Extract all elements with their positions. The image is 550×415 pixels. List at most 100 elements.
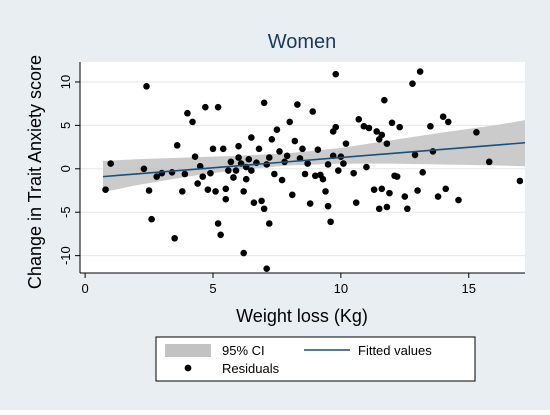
data-point [158,169,166,177]
data-point [388,119,396,127]
data-point [214,103,222,111]
data-point [181,170,189,178]
data-point [235,154,242,161]
data-point [242,175,250,183]
data-point [378,185,386,193]
data-point [222,195,230,203]
data-point [429,148,437,155]
data-point [230,174,237,181]
data-point [268,135,276,143]
data-point [324,202,332,210]
x-tick-label: 5 [209,281,216,296]
data-point [258,197,265,205]
data-point [401,193,409,200]
data-point [363,163,370,171]
data-point [283,152,291,160]
data-point [107,160,114,167]
data-point [444,118,452,126]
data-point [148,215,155,223]
data-point [434,193,442,200]
legend: 95% CI Fitted values Residuals [155,336,476,382]
data-point [516,177,524,185]
data-point [288,191,296,199]
ci-band [103,120,525,193]
data-point [411,151,419,159]
data-point [439,113,447,121]
data-point [370,186,378,193]
data-point [260,99,268,107]
y-tick-label: 10 [58,75,73,89]
y-tick-label: 5 [58,122,73,129]
y-axis-label: Change in Trait Anxiety score [25,55,45,289]
data-point [332,70,340,78]
data-point [204,186,212,193]
data-point [265,220,273,227]
data-point [271,170,278,178]
data-point [168,168,176,176]
data-point [304,160,311,167]
x-tick-label: 10 [334,281,348,296]
data-point [427,122,434,130]
legend-dot [184,364,192,372]
data-point [263,265,270,272]
data-point [227,158,235,166]
data-point [485,158,493,166]
data-point [365,124,373,132]
data-point [311,172,319,180]
data-point [191,153,199,160]
x-tick-label: 0 [81,281,88,296]
data-point [373,128,380,135]
data-point [442,185,450,193]
data-point [416,68,424,75]
data-point [381,96,388,104]
axes: 0 5 10 15 -10 -5 0 5 10 [58,62,525,296]
data-point [332,123,340,131]
data-point [378,131,386,139]
data-point [324,161,332,168]
data-point [473,129,480,136]
data-point [273,126,281,134]
data-point [189,118,196,126]
data-point [240,249,247,257]
data-point [217,231,224,239]
data-point [209,145,217,153]
x-axis-label: Weight loss (Kg) [236,306,368,326]
data-point [386,189,393,197]
data-point [276,148,283,155]
data-point [294,101,301,108]
legend-label-ci: 95% CI [222,343,265,358]
data-point [219,145,227,153]
data-point [153,173,161,180]
data-point [350,169,357,177]
data-point [202,103,209,111]
data-point [240,188,247,195]
data-point [225,167,232,174]
y-tick-label: 0 [58,165,73,172]
data-point [404,205,411,213]
data-point [199,173,207,180]
chart-title: Women [268,31,337,53]
ci-band-layer [103,120,525,193]
data-point [327,218,334,226]
data-point [184,109,191,117]
data-point [248,167,255,174]
data-point [340,160,347,167]
data-point [250,199,258,206]
data-point [194,180,201,187]
data-point [322,188,329,195]
data-point [314,146,322,153]
data-point [214,220,222,227]
data-point [196,162,204,170]
data-point [143,83,150,90]
data-point [396,123,403,131]
data-point [278,176,286,184]
data-point [173,142,181,149]
data-point [360,122,368,130]
data-point [222,185,230,193]
data-point [455,196,462,204]
data-point [145,187,153,194]
data-point [102,186,109,193]
data-point [301,170,309,178]
data-point [352,199,360,206]
data-point [414,187,421,194]
